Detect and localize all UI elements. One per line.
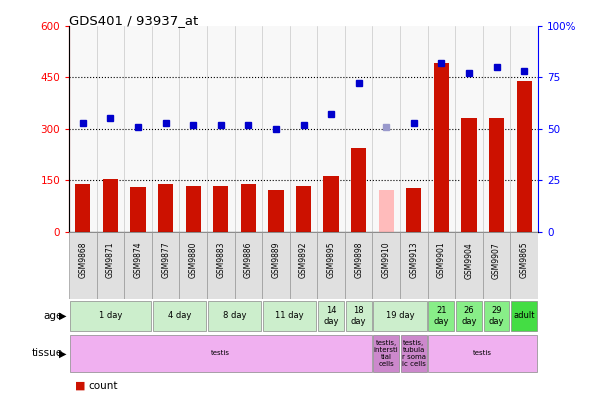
Bar xyxy=(455,232,483,299)
Text: GSM9889: GSM9889 xyxy=(272,242,281,278)
Bar xyxy=(70,335,371,372)
Bar xyxy=(317,232,345,299)
Bar xyxy=(97,232,124,299)
Bar xyxy=(484,301,510,331)
Text: ▶: ▶ xyxy=(59,311,66,321)
Bar xyxy=(401,335,427,372)
Bar xyxy=(70,301,151,331)
Text: 26
day: 26 day xyxy=(461,306,477,326)
Text: GSM9904: GSM9904 xyxy=(465,242,474,278)
Bar xyxy=(510,232,538,299)
Bar xyxy=(511,301,537,331)
Text: GSM9877: GSM9877 xyxy=(161,242,170,278)
Bar xyxy=(400,232,427,299)
Bar xyxy=(103,179,118,232)
Text: 4 day: 4 day xyxy=(168,311,191,320)
Bar xyxy=(207,232,234,299)
Text: 8 day: 8 day xyxy=(223,311,246,320)
Bar xyxy=(489,118,504,232)
Bar xyxy=(434,63,449,232)
Text: GSM9868: GSM9868 xyxy=(78,242,87,278)
Bar xyxy=(318,301,344,331)
Text: GSM9892: GSM9892 xyxy=(299,242,308,278)
Text: age: age xyxy=(44,311,63,321)
Text: GSM9880: GSM9880 xyxy=(189,242,198,278)
Bar xyxy=(290,232,317,299)
Bar xyxy=(429,301,454,331)
Bar xyxy=(152,232,180,299)
Bar xyxy=(241,184,256,232)
Text: GSM9874: GSM9874 xyxy=(133,242,142,278)
Bar xyxy=(75,184,91,232)
Text: adult: adult xyxy=(513,311,535,320)
Text: 21
day: 21 day xyxy=(434,306,449,326)
Bar xyxy=(429,335,537,372)
Text: GSM9910: GSM9910 xyxy=(382,242,391,278)
Text: GSM9913: GSM9913 xyxy=(409,242,418,278)
Bar xyxy=(516,81,532,232)
Text: GSM9895: GSM9895 xyxy=(326,242,335,278)
Bar xyxy=(234,232,262,299)
Text: GSM9871: GSM9871 xyxy=(106,242,115,278)
Bar xyxy=(345,232,373,299)
Text: GSM9898: GSM9898 xyxy=(354,242,363,278)
Text: 29
day: 29 day xyxy=(489,306,504,326)
Bar xyxy=(268,190,284,232)
Text: testis,
intersti
tial
cells: testis, intersti tial cells xyxy=(374,340,398,367)
Text: 11 day: 11 day xyxy=(275,311,304,320)
Bar xyxy=(406,188,421,232)
Bar xyxy=(153,301,206,331)
Bar xyxy=(262,232,290,299)
Bar xyxy=(208,301,261,331)
Text: testis,
tubula
r soma
ic cells: testis, tubula r soma ic cells xyxy=(402,340,426,367)
Bar xyxy=(483,232,510,299)
Text: 19 day: 19 day xyxy=(386,311,414,320)
Text: GSM9883: GSM9883 xyxy=(216,242,225,278)
Bar xyxy=(351,148,366,232)
Bar xyxy=(213,186,228,232)
Bar xyxy=(263,301,317,331)
Bar xyxy=(158,184,173,232)
Text: GDS401 / 93937_at: GDS401 / 93937_at xyxy=(69,14,198,27)
Bar xyxy=(186,187,201,232)
Text: ■: ■ xyxy=(75,381,85,391)
Text: 18
day: 18 day xyxy=(351,306,367,326)
Bar xyxy=(346,301,371,331)
Bar xyxy=(379,190,394,232)
Bar xyxy=(323,176,339,232)
Bar xyxy=(373,301,427,331)
Text: tissue: tissue xyxy=(32,348,63,358)
Text: testis: testis xyxy=(473,350,492,356)
Text: testis: testis xyxy=(212,350,230,356)
Bar xyxy=(373,232,400,299)
Bar xyxy=(456,301,482,331)
Bar xyxy=(69,232,97,299)
Text: 14
day: 14 day xyxy=(323,306,339,326)
Bar xyxy=(462,118,477,232)
Bar xyxy=(124,232,152,299)
Text: ▶: ▶ xyxy=(59,348,66,358)
Text: GSM9886: GSM9886 xyxy=(244,242,253,278)
Bar xyxy=(180,232,207,299)
Text: GSM9907: GSM9907 xyxy=(492,242,501,278)
Bar xyxy=(296,186,311,232)
Bar xyxy=(130,187,145,232)
Text: 1 day: 1 day xyxy=(99,311,122,320)
Text: GSM9901: GSM9901 xyxy=(437,242,446,278)
Text: GSM9865: GSM9865 xyxy=(520,242,529,278)
Bar xyxy=(373,335,399,372)
Bar xyxy=(427,232,455,299)
Text: count: count xyxy=(88,381,118,391)
